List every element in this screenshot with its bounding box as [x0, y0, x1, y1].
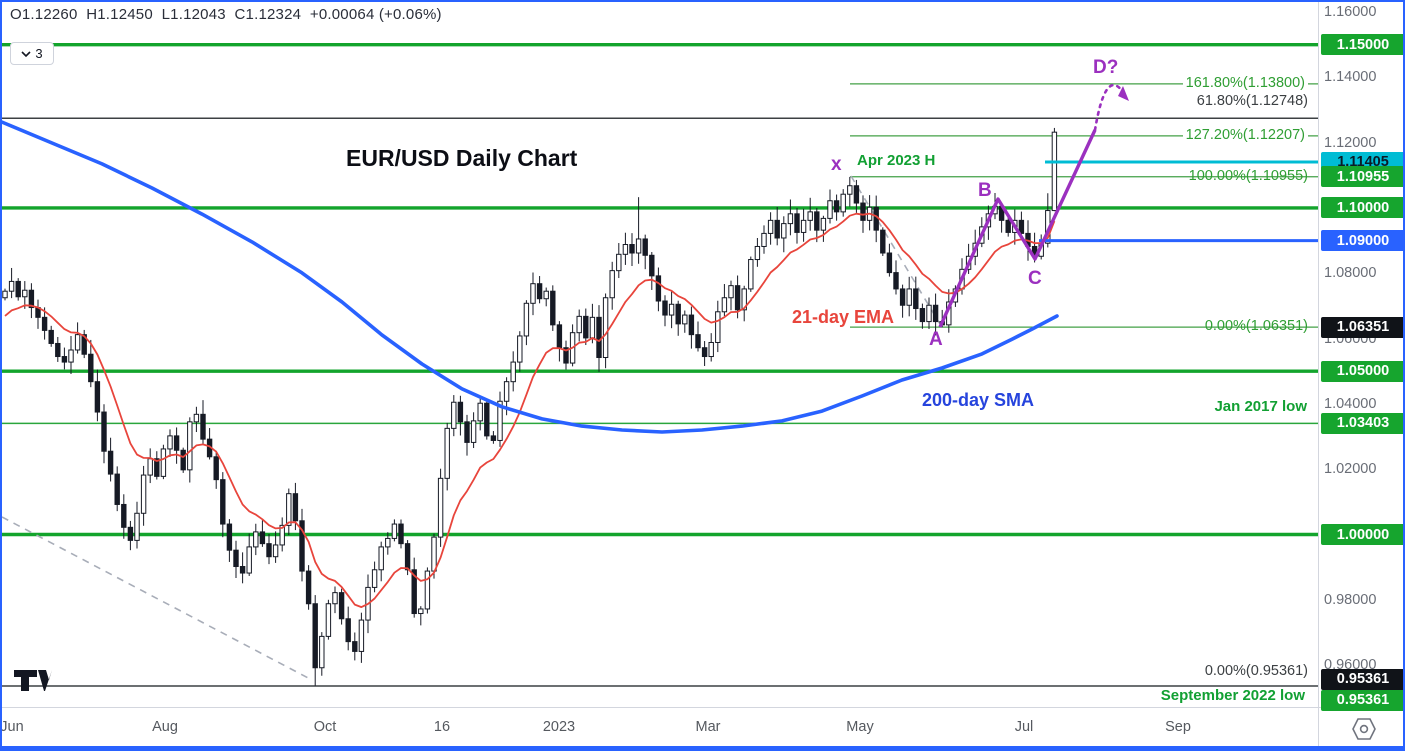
price-axis-label: 1.08000	[1324, 265, 1377, 282]
time-axis-label: 16	[433, 719, 451, 735]
time-axis-label: May	[846, 719, 874, 735]
jan-2017-low-label: Jan 2017 low	[1214, 398, 1307, 415]
price-axis-label: 1.12000	[1324, 134, 1377, 151]
wave-d-label: D?	[1093, 57, 1119, 78]
sma-label: 200-day SMA	[922, 390, 1035, 410]
price-badge-green: 1.10955	[1321, 166, 1403, 188]
price-badge-blue: 1.09000	[1321, 230, 1403, 252]
price-axis-label: 0.98000	[1324, 591, 1377, 608]
chevron-down-icon	[21, 50, 31, 57]
price-badge-black: 1.06351	[1321, 316, 1403, 338]
ohlc-legend: O1.12260 H1.12450 L1.12043 C1.12324 +0.0…	[10, 6, 442, 23]
time-axis-label: Jun	[0, 719, 24, 735]
chart-canvas[interactable]	[2, 2, 1318, 747]
fib-100-label: 100.00%(1.10955)	[1188, 168, 1308, 184]
page-title: EUR/USD Daily Chart	[346, 145, 578, 171]
apr-2023-high-label: Apr 2023 H	[857, 152, 936, 169]
time-axis-label: Oct	[313, 719, 337, 735]
wave-b-label: B	[978, 180, 992, 201]
ema-label: 21-day EMA	[792, 307, 895, 327]
fib-0-upper-label: 0.00%(1.06351)	[1204, 318, 1308, 334]
fib-0-lower-label: 0.00%(0.95361)	[1204, 663, 1308, 679]
time-axis-label: Aug	[152, 719, 178, 735]
time-axis-label: 2023	[542, 719, 576, 735]
price-badge-black: 0.95361	[1321, 668, 1403, 690]
time-axis-label: Mar	[695, 719, 721, 735]
indicator-count-button[interactable]: 3	[10, 42, 54, 65]
price-axis-label: 1.14000	[1324, 69, 1377, 86]
time-axis-label: Jul	[1014, 719, 1034, 735]
sep-2022-low-label: September 2022 low	[1160, 687, 1305, 704]
time-axis-separator	[2, 707, 1403, 708]
price-badge-green: 0.95361	[1321, 689, 1403, 711]
price-axis-separator	[1318, 2, 1319, 747]
fib-127-label: 127.20%(1.12207)	[1182, 127, 1308, 143]
price-badge-green: 1.05000	[1321, 360, 1403, 382]
time-axis[interactable]: Jun Aug Oct 16 2023 Mar May Jul Sep	[2, 708, 1318, 747]
price-axis-label: 1.16000	[1324, 4, 1377, 20]
tradingview-logo[interactable]	[13, 665, 53, 693]
wave-a-label: A	[929, 329, 943, 350]
indicator-count: 3	[35, 46, 43, 61]
fib-161-label: 161.80%(1.13800)	[1182, 75, 1308, 91]
price-badge-green: 1.00000	[1321, 524, 1403, 545]
fib-61-label: 61.80%(1.12748)	[1196, 93, 1308, 109]
time-axis-label: Sep	[1165, 719, 1191, 735]
price-axis-label: 1.04000	[1324, 395, 1377, 412]
eye-icon[interactable]	[1351, 718, 1377, 740]
price-badge-green: 1.15000	[1321, 34, 1403, 56]
bottom-accent-bar	[2, 746, 1403, 749]
price-badge-green: 1.03403	[1321, 412, 1403, 434]
price-axis-label: 1.02000	[1324, 461, 1377, 478]
price-badge-green: 1.10000	[1321, 197, 1403, 219]
price-axis[interactable]: 1.16000 1.14000 1.12000 1.08000 1.06000 1.040…	[1319, 2, 1403, 711]
wave-c-label: C	[1028, 268, 1042, 289]
wave-x-label: x	[831, 154, 842, 175]
